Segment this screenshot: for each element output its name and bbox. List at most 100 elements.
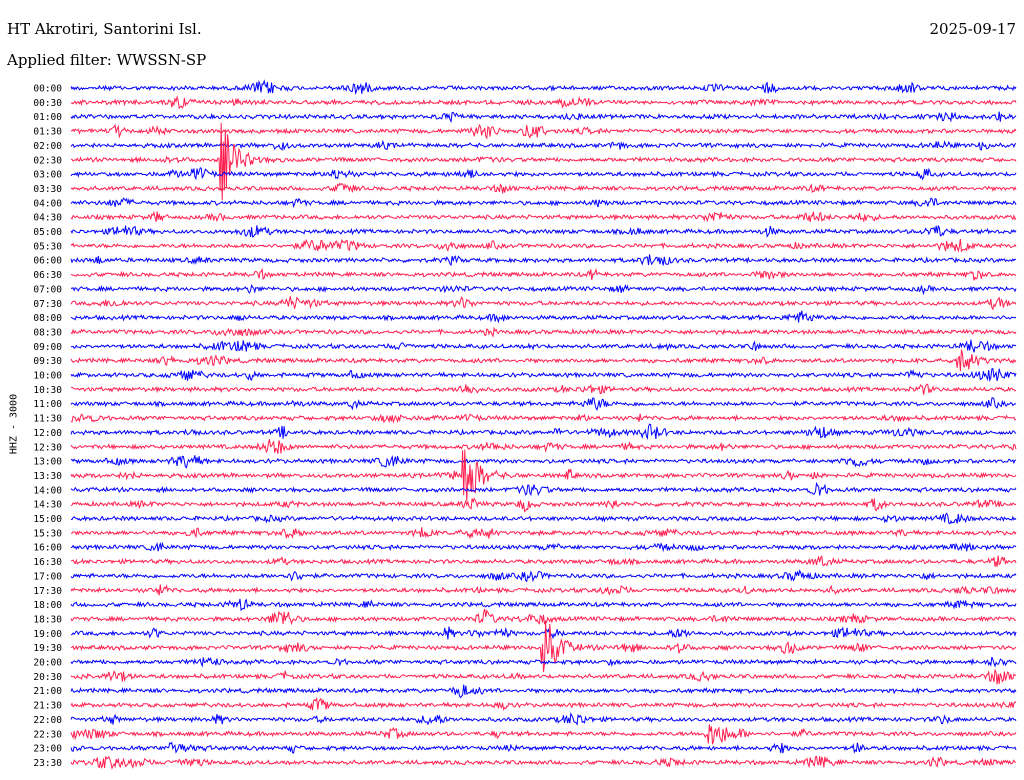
row-label: 17:30 [33,586,62,597]
row-label: 17:00 [33,571,62,582]
row-label: 02:00 [33,141,62,152]
row-label: 19:00 [33,629,62,640]
trace-line [70,111,1017,123]
trace-line [70,497,1017,513]
trace-line [70,684,1017,699]
trace-line [70,79,1017,96]
trace-line [70,608,1017,626]
trace-line [70,238,1017,253]
trace-line [70,397,1017,411]
trace-line [70,349,1017,372]
trace-line [70,122,1017,201]
row-label: 20:00 [33,658,62,669]
trace-line [70,696,1017,711]
seismic-traces [70,79,1017,770]
row-label: 16:30 [33,557,62,568]
trace-line [70,712,1017,726]
row-label: 13:30 [33,471,62,482]
trace-line [70,182,1017,194]
trace-line [70,423,1017,441]
trace-line [70,741,1017,754]
row-label: 21:00 [33,686,62,697]
trace-line [70,569,1017,583]
trace-line [70,626,1017,640]
row-label: 23:30 [33,758,62,769]
row-label: 15:00 [33,514,62,525]
trace-line [70,310,1017,324]
trace-line [70,326,1017,338]
trace-line [70,481,1017,497]
row-label: 10:00 [33,371,62,382]
filter-label: Applied filter: WWSSN-SP [7,51,207,69]
row-label: 11:00 [33,399,62,410]
row-label: 22:00 [33,715,62,726]
row-label: 07:00 [33,284,62,295]
trace-line [70,167,1017,181]
row-label: 23:00 [33,744,62,755]
row-label: 13:00 [33,457,62,468]
trace-line [70,755,1017,770]
row-label: 14:30 [33,500,62,511]
trace-line [70,225,1017,238]
row-label: 11:30 [33,414,62,425]
station-title: HT Akrotiri, Santorini Isl. [7,20,202,38]
row-label: 03:30 [33,184,62,195]
trace-line [71,527,1017,540]
trace-line [70,254,1017,267]
trace-line [70,210,1017,223]
trace-line [70,449,1017,502]
trace-line [70,296,1017,311]
row-label: 00:30 [33,98,62,109]
trace-line [70,283,1017,296]
row-label: 02:30 [33,155,62,166]
row-label: 10:30 [33,385,62,396]
trace-line [70,197,1017,209]
trace-line [70,512,1017,525]
date-label: 2025-09-17 [929,20,1016,38]
trace-line [70,622,1017,672]
trace-line [70,383,1017,395]
row-label: 09:00 [33,342,62,353]
trace-line [70,669,1017,685]
trace-line [70,656,1017,668]
trace-line [70,367,1017,383]
row-label: 12:30 [33,442,62,453]
row-label: 08:30 [33,327,62,338]
row-label: 05:30 [33,241,62,252]
row-labels: 00:00 00:30 01:00 01:30 02:00 02:30 03:00 03:30… [33,84,62,769]
trace-line [70,123,1017,140]
row-label: 16:00 [33,543,62,554]
row-label: 04:30 [33,213,62,224]
row-label: 04:00 [33,198,62,209]
row-label: 03:00 [33,170,62,181]
row-label: 01:00 [33,112,62,123]
row-label: 09:30 [33,356,62,367]
row-label: 06:00 [33,256,62,267]
row-label: 06:30 [33,270,62,281]
trace-line [70,439,1017,454]
row-label: 22:30 [33,729,62,740]
row-label: 19:30 [33,643,62,654]
row-label: 12:00 [33,428,62,439]
row-label: 05:00 [33,227,62,238]
row-label: 00:00 [33,84,62,95]
row-label: 08:00 [33,313,62,324]
trace-line [70,724,1017,745]
trace-line [70,339,1017,353]
trace-line [70,139,1017,151]
trace-line [70,95,1017,110]
row-label: 18:30 [33,614,62,625]
row-label: 20:30 [33,672,62,683]
row-label: 21:30 [33,701,62,712]
row-label: 01:30 [33,127,62,138]
row-label: 07:30 [33,299,62,310]
trace-line [70,267,1017,281]
row-label: 14:00 [33,485,62,496]
trace-line [70,454,1017,469]
trace-line [70,541,1017,553]
trace-line [71,555,1017,567]
trace-line [70,413,1017,424]
row-label: 15:30 [33,528,62,539]
trace-line [70,584,1017,596]
